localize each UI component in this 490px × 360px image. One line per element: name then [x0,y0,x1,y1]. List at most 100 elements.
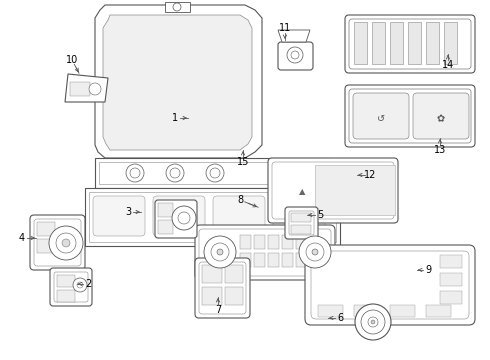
Bar [240,253,251,267]
Bar [315,165,395,215]
Bar [95,158,330,188]
Bar [296,235,307,249]
Bar [444,22,457,64]
Text: 5: 5 [317,210,323,220]
Circle shape [204,236,236,268]
Text: 8: 8 [237,195,243,205]
Circle shape [178,212,190,224]
Bar [268,253,279,267]
Polygon shape [103,15,252,150]
Bar [440,291,462,304]
Bar [296,253,307,267]
Bar [440,273,462,286]
FancyBboxPatch shape [268,158,398,223]
Circle shape [361,310,385,334]
FancyBboxPatch shape [50,268,92,306]
Bar [70,82,90,96]
Bar [282,235,293,249]
Bar [408,22,421,64]
FancyBboxPatch shape [349,89,471,143]
Bar [440,255,462,268]
FancyBboxPatch shape [273,196,325,236]
Bar [37,222,55,236]
Text: 14: 14 [442,60,454,70]
Polygon shape [278,30,310,42]
Text: ↺: ↺ [377,114,385,124]
FancyBboxPatch shape [345,85,475,147]
Bar [291,213,311,222]
Text: 13: 13 [434,145,446,155]
Circle shape [130,168,140,178]
Bar [372,22,385,64]
Circle shape [73,278,87,292]
Bar [165,2,190,12]
Bar [268,235,279,249]
Circle shape [211,243,229,261]
FancyBboxPatch shape [199,262,246,314]
FancyBboxPatch shape [34,219,81,266]
FancyBboxPatch shape [353,93,409,139]
Text: 15: 15 [237,157,249,167]
FancyBboxPatch shape [349,19,471,69]
Circle shape [355,304,391,340]
Circle shape [206,164,224,182]
Text: ▲: ▲ [299,188,305,197]
Circle shape [62,239,70,247]
FancyBboxPatch shape [272,162,394,219]
Bar [99,162,326,184]
FancyBboxPatch shape [213,196,265,236]
FancyBboxPatch shape [195,258,250,318]
FancyBboxPatch shape [289,211,314,235]
Bar [202,265,222,283]
Text: 12: 12 [364,170,376,180]
Bar [225,287,243,305]
Circle shape [56,233,76,253]
Bar [390,22,403,64]
Circle shape [172,206,196,230]
Bar [240,235,251,249]
Text: 9: 9 [425,265,431,275]
Circle shape [77,282,83,288]
Text: 3: 3 [125,207,131,217]
Bar [426,22,439,64]
Bar [37,239,55,253]
Text: 1: 1 [172,113,178,123]
Circle shape [306,243,324,261]
Circle shape [173,3,181,11]
Bar [354,305,379,317]
Bar [318,305,343,317]
Text: 2: 2 [85,279,91,289]
Bar [202,287,222,305]
Text: 7: 7 [215,305,221,315]
Bar [85,188,340,246]
Circle shape [291,51,299,59]
Bar [254,253,265,267]
Circle shape [170,168,180,178]
FancyBboxPatch shape [413,93,469,139]
Bar [390,305,415,317]
Polygon shape [65,74,108,102]
Bar [57,275,75,287]
FancyBboxPatch shape [93,196,145,236]
Text: 11: 11 [279,23,291,33]
Bar [282,253,293,267]
Text: 6: 6 [337,313,343,323]
Polygon shape [95,5,262,158]
Circle shape [89,83,101,95]
Circle shape [299,236,331,268]
Circle shape [312,249,318,255]
Circle shape [368,317,378,327]
Text: ✿: ✿ [437,114,445,124]
FancyBboxPatch shape [199,229,331,276]
Circle shape [166,164,184,182]
Bar [254,235,265,249]
Circle shape [210,168,220,178]
FancyBboxPatch shape [153,196,205,236]
FancyBboxPatch shape [30,215,85,270]
FancyBboxPatch shape [155,200,197,238]
FancyBboxPatch shape [54,272,88,302]
Text: 10: 10 [66,55,78,65]
Circle shape [49,226,83,260]
FancyBboxPatch shape [311,251,469,319]
Bar [225,265,243,283]
